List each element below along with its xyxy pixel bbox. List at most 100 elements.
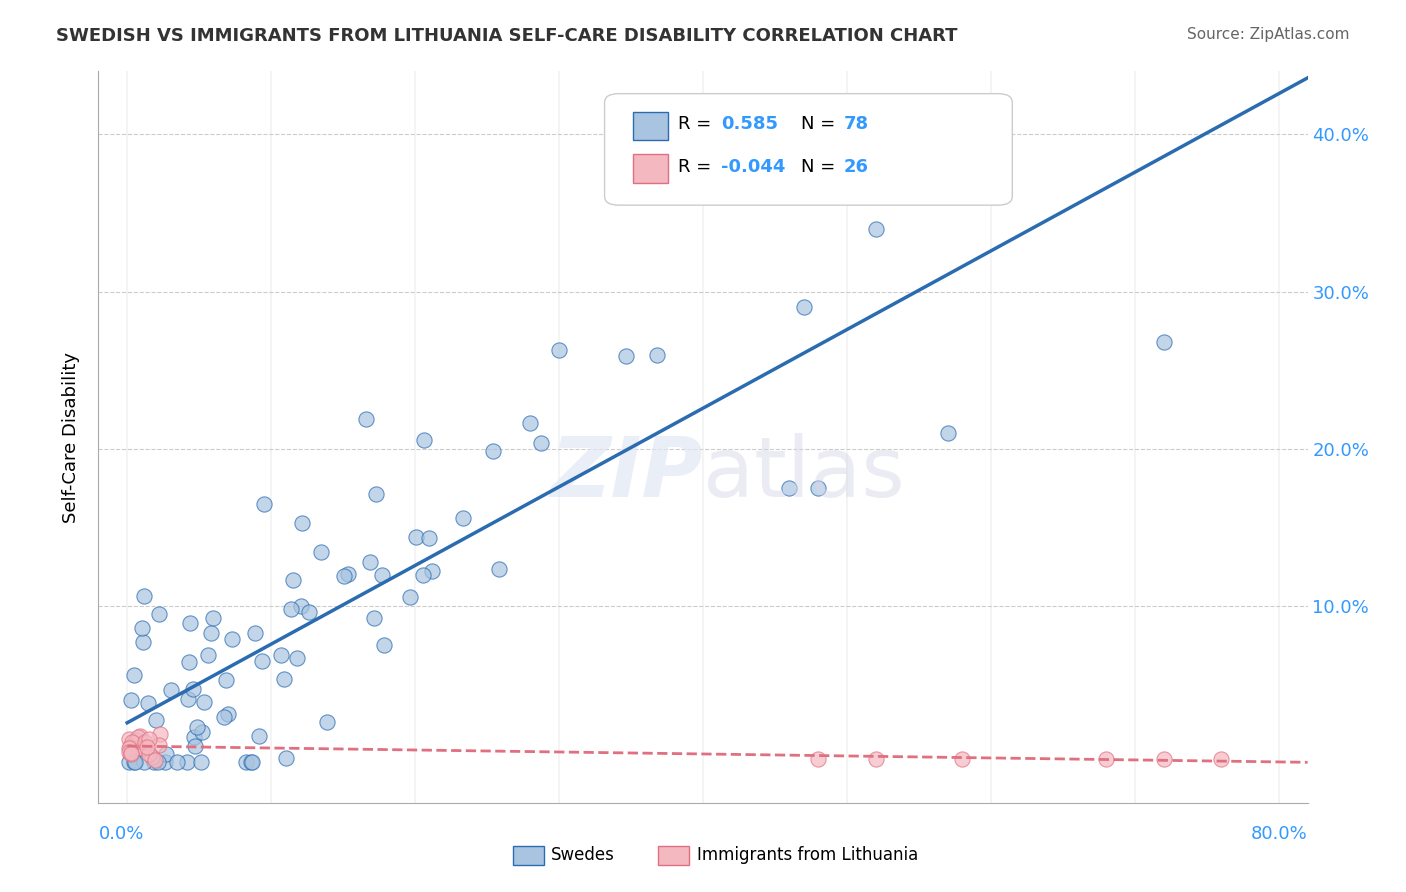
Point [309,545,332,559]
Point [247,729,270,743]
Text: -0.044: -0.044 [721,158,786,176]
Point [202,611,225,625]
Point [285,651,308,665]
Point [124,755,146,769]
Point [240,755,263,769]
Text: 0.0%: 0.0% [98,825,143,843]
Point [120,692,142,706]
Point [778,481,800,495]
Point [148,607,170,622]
Point [191,725,214,739]
Point [142,755,165,769]
Point [149,726,172,740]
Point [337,567,360,582]
Point [373,638,395,652]
Point [132,755,155,769]
Point [197,648,219,663]
Point [412,568,434,582]
Point [1153,334,1175,349]
Point [290,599,312,614]
Point [363,610,385,624]
Point [529,436,551,450]
Point [359,555,381,569]
Text: Swedes: Swedes [551,847,614,864]
Point [129,729,152,743]
Point [793,301,815,315]
Point [136,697,159,711]
Point [364,487,387,501]
Text: ZIP: ZIP [550,434,703,514]
Point [131,621,153,635]
Text: 80.0%: 80.0% [1251,825,1308,843]
Y-axis label: Self-Care Disability: Self-Care Disability [62,351,80,523]
Point [547,343,569,357]
Point [645,348,668,362]
Point [134,735,156,749]
Point [413,433,436,447]
Text: SWEDISH VS IMMIGRANTS FROM LITHUANIA SELF-CARE DISABILITY CORRELATION CHART: SWEDISH VS IMMIGRANTS FROM LITHUANIA SEL… [56,27,957,45]
Text: 0.585: 0.585 [721,115,779,133]
Text: 78: 78 [844,115,869,133]
Point [298,605,321,619]
Point [190,755,212,769]
Point [160,683,183,698]
Point [177,692,200,706]
Point [118,745,141,759]
Text: N =: N = [801,158,841,176]
Point [283,573,305,587]
Point [235,755,257,769]
Point [179,616,201,631]
Point [420,564,443,578]
Point [316,714,339,729]
Point [184,739,207,754]
Point [122,736,145,750]
Point [118,731,141,746]
Point [274,751,297,765]
Text: 26: 26 [844,158,869,176]
Point [155,755,177,769]
Point [333,569,356,583]
Point [875,95,897,110]
Point [186,720,208,734]
Point [807,752,830,766]
Point [252,654,274,668]
Point [200,626,222,640]
Text: R =: R = [678,115,717,133]
Point [138,731,160,746]
Point [132,635,155,649]
Point [488,562,510,576]
Point [181,681,204,696]
Point [280,602,302,616]
Point [118,755,141,769]
Point [148,755,170,769]
Point [405,530,427,544]
Point [122,668,145,682]
Point [482,444,505,458]
Point [193,695,215,709]
Point [418,531,440,545]
Point [221,632,243,646]
Point [120,747,142,761]
Point [451,511,474,525]
Point [1153,752,1175,766]
Point [131,741,153,756]
Text: N =: N = [801,115,841,133]
Point [122,755,145,769]
Point [214,673,236,688]
Point [177,655,200,669]
Point [519,416,541,430]
Point [183,730,205,744]
Point [141,749,163,764]
Point [865,752,887,766]
Point [398,590,420,604]
Point [807,481,830,495]
Point [148,738,170,752]
Point [118,740,141,755]
Point [614,349,637,363]
Point [1095,752,1118,766]
Point [1211,752,1233,766]
Point [270,648,292,663]
Point [121,734,143,748]
Point [124,732,146,747]
Text: Source: ZipAtlas.com: Source: ZipAtlas.com [1187,27,1350,42]
